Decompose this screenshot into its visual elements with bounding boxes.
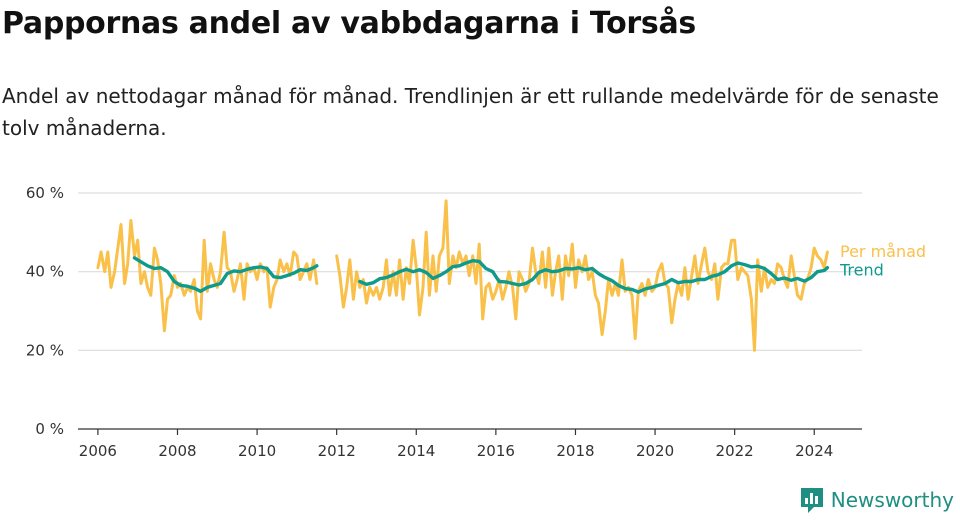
- series-label-trend: Trend: [839, 261, 884, 280]
- x-tick-label: 2010: [238, 442, 276, 460]
- chart-title: Pappornas andel av vabbdagarna i Torsås: [2, 6, 696, 41]
- line-chart: 0 % 20 % 40 % 60 % 2006 2008 2010 2012 2014 2016 2…: [26, 184, 926, 460]
- chart-subtitle: Andel av nettodagar månad för månad. Tre…: [2, 84, 939, 140]
- y-tick-label: 60 %: [26, 184, 64, 202]
- x-tick-label: 2014: [397, 442, 435, 460]
- series-label-monthly: Per månad: [840, 242, 926, 261]
- monthly-series-line: [96, 219, 319, 333]
- x-tick-label: 2016: [477, 442, 515, 460]
- brand-name: Newsworthy: [830, 488, 954, 512]
- x-tick-label: 2006: [79, 442, 117, 460]
- newsworthy-brand[interactable]: Newsworthy: [799, 486, 954, 514]
- y-tick-label: 20 %: [26, 341, 64, 359]
- newsworthy-logo-icon: [800, 488, 823, 513]
- y-tick-label: 40 %: [26, 263, 64, 281]
- trend-series-line: [358, 259, 830, 294]
- x-tick-label: 2008: [158, 442, 196, 460]
- x-tick-label: 2024: [795, 442, 833, 460]
- x-tick-label: 2018: [556, 442, 594, 460]
- x-tick-label: 2020: [636, 442, 674, 460]
- trend-series-line: [132, 256, 319, 293]
- y-tick-label: 0 %: [35, 420, 64, 438]
- monthly-series-line: [335, 199, 829, 352]
- x-tick-label: 2022: [716, 442, 754, 460]
- x-tick-label: 2012: [318, 442, 356, 460]
